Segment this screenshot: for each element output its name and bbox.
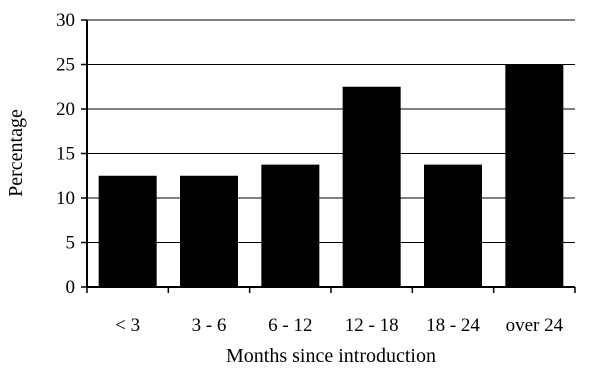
axes: [81, 19, 576, 293]
y-tick-labels: 0 5 10 15 20 25 30: [56, 10, 75, 298]
bar: [180, 175, 238, 287]
y-tick-label: 0: [66, 277, 76, 298]
y-tick-label: 15: [56, 144, 75, 165]
y-axis-label: Percentage: [5, 109, 27, 197]
y-tick-label: 5: [66, 233, 76, 254]
bar: [98, 175, 157, 287]
bar: [424, 164, 482, 287]
y-tick-label: 20: [56, 99, 75, 120]
x-tick-label: over 24: [506, 315, 564, 336]
bar: [261, 164, 320, 287]
x-tick-label: 12 - 18: [345, 315, 399, 336]
gridlines: [87, 19, 575, 243]
x-tick-label: 6 - 12: [268, 315, 312, 336]
bar: [505, 64, 564, 287]
x-axis-label: Months since introduction: [226, 345, 436, 367]
bar: [342, 86, 401, 287]
y-tick-label: 25: [56, 55, 75, 76]
x-tick-label: 3 - 6: [192, 315, 227, 336]
x-tick-label: 18 - 24: [426, 315, 480, 336]
x-tick-labels: < 3 3 - 6 6 - 12 12 - 18 18 - 24 over 24: [115, 315, 563, 336]
y-tick-label: 10: [56, 188, 75, 209]
bars: [98, 64, 564, 287]
x-tick-label: < 3: [115, 315, 140, 336]
y-tick-label: 30: [56, 10, 75, 31]
